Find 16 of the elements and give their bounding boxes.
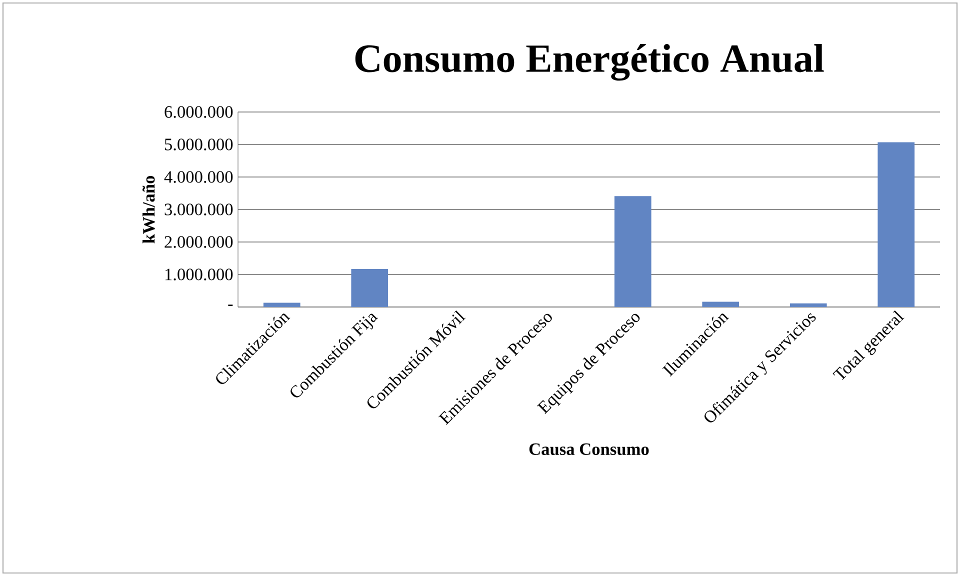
bar	[614, 196, 652, 308]
chart-title: Consumo Energético Anual	[355, 44, 824, 81]
y-tick-label: 6.000.000	[164, 106, 233, 118]
y-tick-label: 2.000.000	[164, 236, 233, 248]
y-tick-label: 5.000.000	[164, 138, 233, 150]
bar	[790, 303, 827, 308]
y-tick-label: -	[228, 304, 233, 306]
x-axis-title: Causa Consumo	[529, 443, 649, 456]
bar	[878, 142, 915, 308]
bar	[351, 268, 388, 308]
bar	[263, 302, 300, 308]
y-tick-label: 3.000.000	[164, 204, 233, 216]
y-tick-label: 1.000.000	[165, 268, 233, 280]
bar	[702, 302, 740, 308]
y-tick-label: 4.000.000	[164, 171, 233, 183]
y-axis-title: kWh/año	[142, 176, 155, 244]
